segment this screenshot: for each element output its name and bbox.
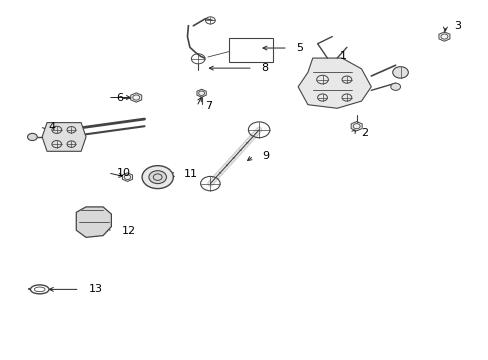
Text: 1: 1 bbox=[339, 51, 346, 61]
Circle shape bbox=[142, 166, 173, 189]
Polygon shape bbox=[130, 93, 142, 102]
Polygon shape bbox=[350, 122, 362, 131]
Text: 6: 6 bbox=[117, 93, 123, 103]
Polygon shape bbox=[122, 173, 132, 181]
Text: 9: 9 bbox=[262, 151, 269, 161]
Polygon shape bbox=[76, 207, 111, 237]
Text: 4: 4 bbox=[48, 122, 56, 132]
Polygon shape bbox=[42, 123, 86, 151]
Text: 2: 2 bbox=[361, 129, 368, 138]
Text: 13: 13 bbox=[88, 284, 102, 294]
Bar bbox=[228, 39, 272, 62]
Text: 10: 10 bbox=[117, 168, 130, 178]
Polygon shape bbox=[197, 89, 206, 97]
Circle shape bbox=[27, 134, 37, 140]
Text: 5: 5 bbox=[296, 43, 303, 53]
Polygon shape bbox=[438, 32, 449, 41]
Text: 3: 3 bbox=[453, 21, 460, 31]
Text: 7: 7 bbox=[205, 102, 212, 112]
Circle shape bbox=[390, 83, 400, 90]
Polygon shape bbox=[298, 58, 370, 108]
Text: 8: 8 bbox=[261, 63, 268, 73]
Text: 12: 12 bbox=[122, 226, 136, 236]
Circle shape bbox=[149, 171, 166, 184]
Text: 11: 11 bbox=[183, 169, 197, 179]
Circle shape bbox=[392, 67, 407, 78]
